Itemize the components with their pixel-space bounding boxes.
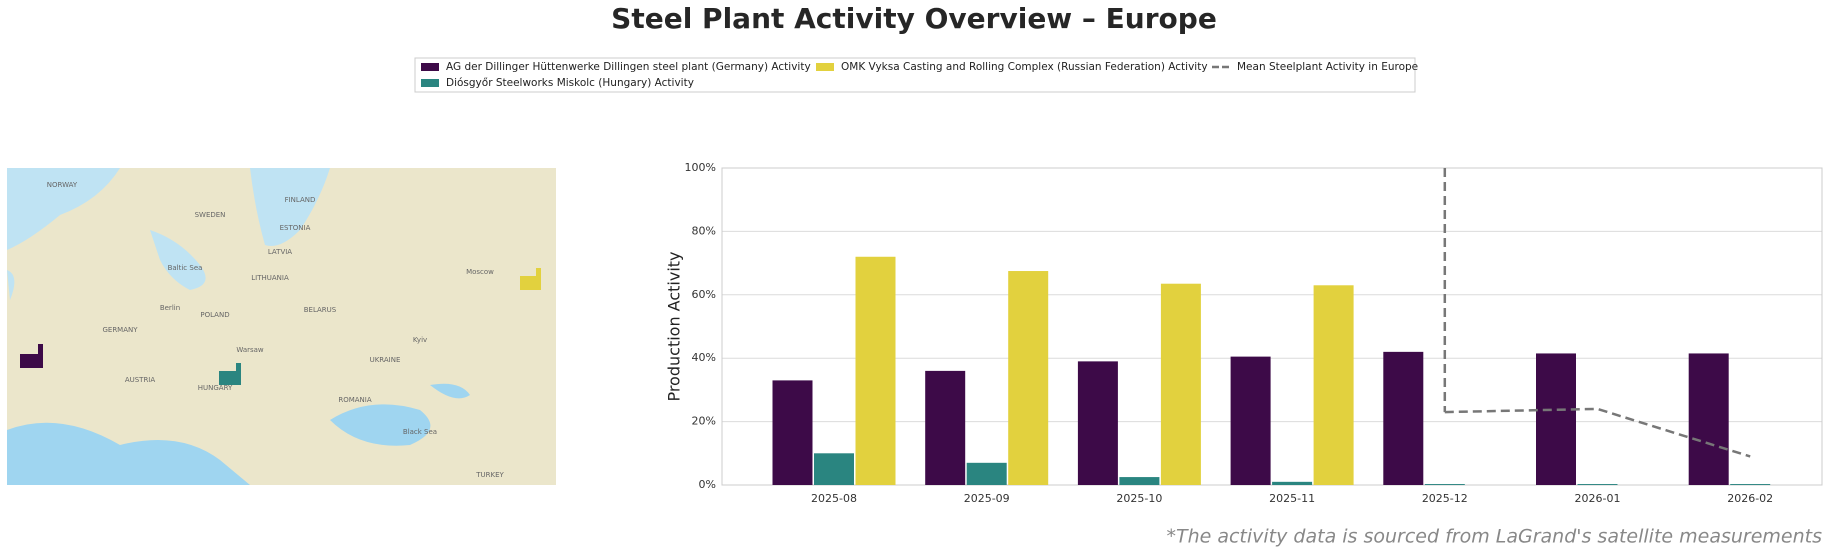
legend-swatch <box>816 63 834 71</box>
y-tick-label: 0% <box>699 478 716 491</box>
bar <box>855 256 896 485</box>
map-label: Berlin <box>160 304 180 312</box>
legend-swatch <box>421 79 439 87</box>
bar <box>1160 283 1201 485</box>
bar <box>966 462 1007 485</box>
map-label: BELARUS <box>304 306 337 314</box>
plant-icon <box>520 268 541 290</box>
x-tick-label: 2025-12 <box>1422 492 1468 505</box>
bar <box>1119 477 1160 485</box>
bar <box>1424 484 1465 485</box>
x-tick-label: 2025-08 <box>811 492 857 505</box>
bar <box>925 370 966 485</box>
y-axis-label: Production Activity <box>665 251 684 401</box>
x-tick-label: 2025-09 <box>964 492 1010 505</box>
y-tick-label: 60% <box>692 288 716 301</box>
map-sea <box>7 168 120 250</box>
map-label: Warsaw <box>236 346 264 354</box>
title: Steel Plant Activity Overview – Europe <box>611 2 1217 35</box>
y-tick-label: 40% <box>692 351 716 364</box>
map-label: TURKEY <box>475 471 504 479</box>
bar <box>1230 356 1271 485</box>
legend-box <box>414 57 1416 93</box>
bar <box>1313 285 1354 485</box>
map-label: NORWAY <box>47 181 78 189</box>
plant-icon <box>20 344 43 368</box>
bar <box>1383 351 1424 485</box>
bar <box>1688 353 1729 485</box>
y-tick-label: 100% <box>685 161 716 174</box>
map-label: Black Sea <box>403 428 437 436</box>
map-label: AUSTRIA <box>125 376 156 384</box>
map-label: LATVIA <box>268 248 292 256</box>
map-label: Kyiv <box>413 336 427 344</box>
plant-icon <box>219 363 241 385</box>
map-label: ESTONIA <box>280 224 311 232</box>
x-tick-label: 2026-02 <box>1727 492 1773 505</box>
bar <box>1536 353 1576 485</box>
map-label: SWEDEN <box>195 211 226 219</box>
map-label: HUNGARY <box>198 384 233 392</box>
y-tick-label: 20% <box>692 415 716 428</box>
bar <box>814 453 854 485</box>
map-label: FINLAND <box>285 196 316 204</box>
bar <box>1730 484 1771 485</box>
map-sea <box>330 383 470 446</box>
footnote: *The activity data is sourced from LaGra… <box>1166 526 1822 548</box>
map-label: LITHUANIA <box>251 274 289 282</box>
x-tick-label: 2025-10 <box>1116 492 1162 505</box>
x-tick-label: 2026-01 <box>1575 492 1621 505</box>
map-label: Moscow <box>466 268 494 276</box>
bar <box>1577 484 1618 485</box>
map: NORWAY SWEDEN FINLAND ESTONIA LATVIA LITHUANI… <box>7 168 556 485</box>
map-label: Baltic Sea <box>168 264 203 272</box>
bar <box>772 380 813 485</box>
legend-label: Mean Steelplant Activity in Europe <box>1237 61 1418 73</box>
bar <box>1272 481 1313 485</box>
legend-label: Diósgyőr Steelworks Miskolc (Hungary) Ac… <box>446 77 694 89</box>
map-sea <box>7 270 15 300</box>
map-sea <box>7 422 250 485</box>
line <box>1444 407 1751 458</box>
y-tick-label: 80% <box>692 224 716 237</box>
legend-label: OMK Vyksa Casting and Rolling Complex (R… <box>841 61 1208 73</box>
legend-swatch <box>421 63 439 71</box>
legend-label: AG der Dillinger Hüttenwerke Dillingen s… <box>446 61 811 73</box>
bar <box>1008 271 1049 485</box>
map-label: ROMANIA <box>338 396 372 404</box>
map-label: POLAND <box>200 311 229 319</box>
bar <box>1077 361 1118 485</box>
map-label: UKRAINE <box>370 356 401 364</box>
plot-frame <box>721 167 1823 486</box>
map-label: GERMANY <box>102 326 138 334</box>
map-sea <box>150 168 330 290</box>
x-tick-label: 2025-11 <box>1269 492 1315 505</box>
